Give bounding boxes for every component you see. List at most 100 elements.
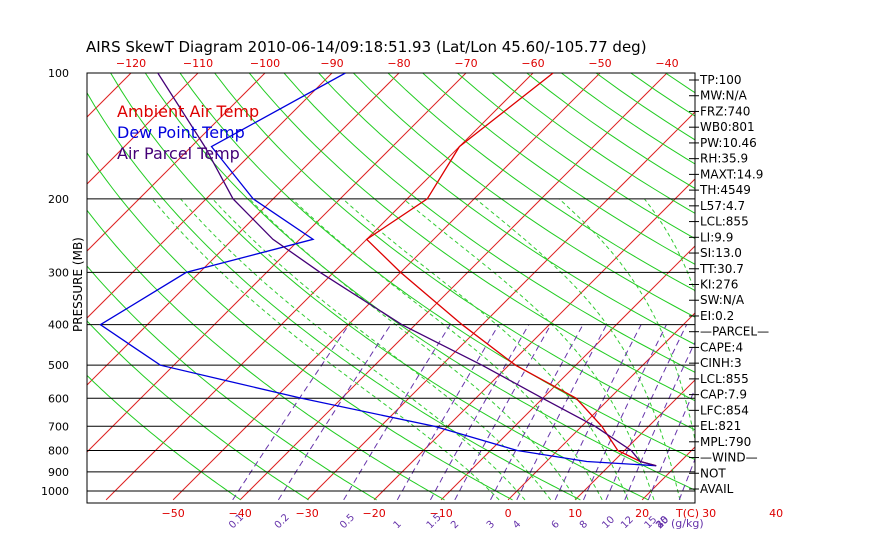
pressure-tick-label: 800	[48, 444, 69, 457]
isotherm-line	[843, 73, 870, 500]
pressure-tick-label: 600	[48, 392, 69, 405]
top-temp-tick-label: −110	[183, 57, 213, 70]
mixing-ratio-tick-label: 0.5	[338, 512, 357, 531]
index-label: RH:35.9	[700, 152, 748, 166]
moist-adiabat-line	[212, 198, 552, 501]
isotherm-line	[87, 73, 266, 252]
isotherm-line	[440, 245, 695, 501]
bottom-temp-tick-label: −50	[162, 507, 185, 520]
index-label: EI:0.2	[700, 309, 734, 323]
pressure-tick-label: 900	[48, 466, 69, 479]
mixing-ratio-tick-label: 0.2	[273, 512, 292, 531]
bottom-temp-tick-label: −20	[363, 507, 386, 520]
index-label: KI:276	[700, 278, 738, 292]
dry-adiabat-line	[87, 320, 309, 501]
bottom-temp-tick-label: −30	[296, 507, 319, 520]
dry-adiabat-line	[87, 91, 581, 501]
isotherm-line	[87, 73, 132, 118]
mixing-ratio-line	[516, 324, 608, 501]
index-label: LCL:855	[700, 372, 749, 386]
mixing-ratio-line	[396, 324, 500, 501]
dry-adiabat-line	[353, 73, 695, 318]
dry-adiabat-line	[422, 73, 695, 265]
index-label: MW:N/A	[700, 89, 748, 103]
index-label: CINH:3	[700, 356, 742, 370]
profile-ambient-air-temp	[365, 73, 657, 467]
top-temp-tick-label: −50	[588, 57, 611, 70]
mixing-ratio-tick-label: 40	[654, 514, 671, 531]
top-temp-tick-labels: −120 −110 −100 −90 −80 −70 −60 −50 −40	[116, 57, 679, 70]
pressure-tick-label: 400	[48, 319, 69, 332]
mixing-ratio-tick-label: 2	[449, 519, 461, 531]
mixing-ratio-tick-label: 6	[550, 519, 562, 531]
index-label: LI:9.9	[700, 230, 733, 244]
index-label: —WIND—	[700, 451, 758, 465]
isotherm-line	[87, 73, 400, 386]
isotherm-line	[507, 312, 695, 501]
top-temp-tick-label: −80	[387, 57, 410, 70]
moist-adiabat-line	[342, 198, 629, 501]
isotherm-line	[172, 73, 601, 501]
mixing-ratio-tick-label: 1	[392, 519, 404, 531]
isotherm-line	[306, 111, 695, 501]
isotherm-line	[574, 379, 695, 501]
index-label: TT:30.7	[699, 262, 744, 276]
dry-adiabat-line	[318, 73, 695, 345]
isotherm-line	[87, 73, 333, 319]
bottom-temp-tick-label: 0	[505, 507, 512, 520]
profile-dew-point-temp	[99, 73, 657, 467]
top-temp-tick-label: −60	[521, 57, 544, 70]
top-temp-tick-label: −40	[655, 57, 678, 70]
legend-ambient-air-temp: Ambient Air Temp	[117, 102, 259, 121]
bottom-temp-tick-label: 40	[769, 507, 783, 520]
isotherm-line	[373, 178, 695, 501]
index-label: L57:4.7	[700, 199, 745, 213]
dry-adiabat-line	[665, 73, 695, 94]
index-label: LCL:855	[700, 215, 749, 229]
y-axis-label: PRESSURE (MB)	[71, 237, 85, 332]
moist-adiabat-line	[180, 198, 526, 501]
mixing-ratio-line	[605, 324, 688, 501]
index-label: NOT	[700, 466, 726, 480]
mixing-ratio-tick-label: 3	[485, 519, 497, 531]
top-temp-tick-label: −90	[320, 57, 343, 70]
index-label: EL:821	[700, 419, 741, 433]
mixing-ratio-line	[757, 325, 821, 500]
moist-adiabat-line	[475, 198, 681, 501]
dry-adiabat-line	[179, 73, 695, 461]
pressure-tick-label: 300	[48, 266, 69, 279]
dry-adiabat-line	[387, 73, 695, 292]
mixing-ratio-line	[647, 387, 695, 501]
mixing-ratio-line	[232, 324, 350, 501]
isotherm-line	[0, 73, 64, 500]
top-temp-tick-label: −100	[250, 57, 280, 70]
chart-title: AIRS SkewT Diagram 2010-06-14/09:18:51.9…	[86, 38, 647, 56]
mixing-ratio-tick-label: 4	[511, 519, 523, 531]
profile-air-parcel-temp	[157, 73, 657, 467]
index-label: TP:100	[699, 73, 742, 87]
pressure-tick-label: 100	[48, 67, 69, 80]
legend-dew-point-temp: Dew Point Temp	[117, 123, 245, 142]
mixing-ratio-line	[429, 324, 530, 501]
dry-adiabat-line	[526, 73, 695, 190]
moist-adiabat-line	[812, 199, 830, 500]
index-label: WB0:801	[700, 120, 755, 134]
pressure-tick-label: 700	[48, 420, 69, 433]
dry-adiabat-line	[87, 265, 377, 501]
index-label: FRZ:740	[700, 104, 750, 118]
mixing-ratio-tick-label: 12	[619, 514, 636, 531]
dry-adiabat-line	[214, 73, 695, 431]
pressure-tick-label: 1000	[41, 485, 69, 498]
dry-adiabat-line	[248, 73, 695, 402]
temp-unit-label: T(C)	[675, 507, 699, 520]
index-label: SI:13.0	[700, 246, 742, 260]
index-label: TH:4549	[699, 183, 751, 197]
pressure-tick-label: 500	[48, 359, 69, 372]
mixing-ratio-line	[583, 324, 667, 501]
mixing-ratio-line	[454, 324, 552, 501]
plot-frame	[86, 72, 696, 504]
top-temp-tick-label: −70	[454, 57, 477, 70]
index-label: CAP:7.9	[700, 388, 747, 402]
